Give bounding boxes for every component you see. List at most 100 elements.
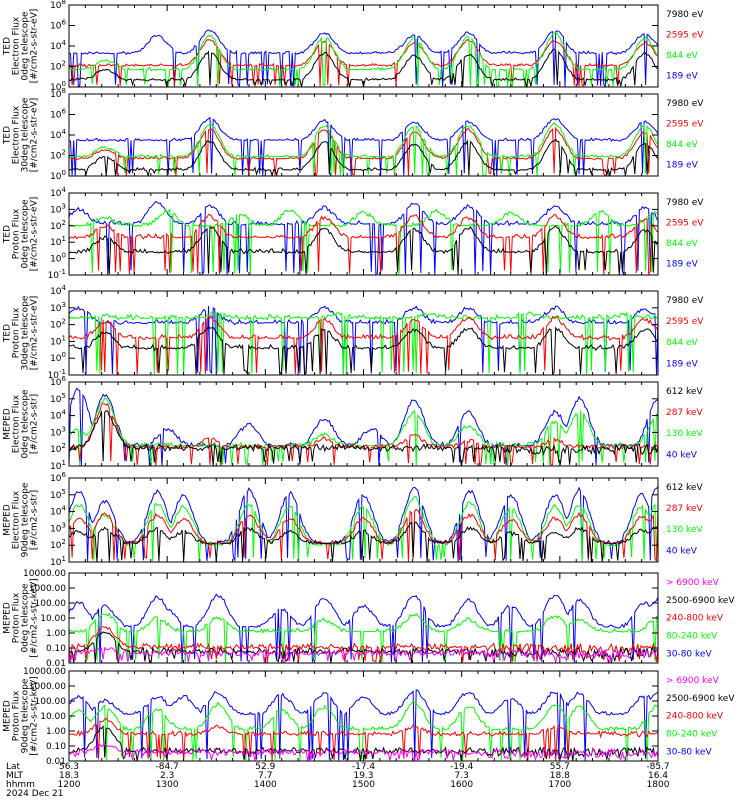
footer-row-label: hhmm [6,780,35,790]
y-tick-label: 103 [50,202,66,215]
y-tick-label: 100 [50,252,66,265]
series-line-magenta [69,646,658,663]
panel-7: 0.01 0.10 1.00 10.00 100.00 1000.00 10000.00ME… [3,569,736,669]
series-line-red [69,626,658,663]
y-tick-label: 10.00 [40,712,66,722]
legend-label: 30-80 keV [666,747,712,757]
panel-5: 101 102 103 104 105 106 MEPEDElectron Flux0deg… [3,375,704,472]
panel-8: 0.01 0.10 1.00 10.00 100.00 1000.00 10000.00ME… [3,667,736,767]
y-tick-label: 0.10 [46,742,66,752]
legend-label: 80-240 keV [666,631,718,641]
y-tick-label: 101 [50,555,66,568]
y-tick-label: 106 [50,375,66,388]
legend-label: 844 eV [666,51,699,61]
legend-label: 189 eV [666,260,699,270]
footer-lat-value: 56.3 [59,762,79,772]
y-tick-label: 100.00 [35,599,67,609]
footer-hhmm-value: 1500 [352,780,375,790]
y-tick-label: 101 [50,235,66,248]
y-tick-label: 102 [50,149,66,162]
y-tick-label: 106 [50,471,66,484]
y-axis-label: MEPEDElectron Flux0deg telescope[#/cm2-s… [3,389,40,459]
footer-hhmm-value: 1700 [548,780,571,790]
y-tick-label: 106 [50,19,66,32]
series-line-black [69,225,658,275]
y-tick-label: 102 [50,60,66,73]
legend-label: 7980 eV [666,99,704,109]
y-tick-label: 106 [50,108,66,121]
footer-hhmm-value: 1600 [450,780,473,790]
series-line-green [69,121,658,176]
y-axis-label: MEPEDElectron Flux90deg telescope[#/cm2-… [3,482,40,557]
legend-label: 2595 eV [666,120,704,130]
y-tick-label: 10-1 [48,268,66,281]
series-line-blue [69,200,658,275]
legend-label: 189 eV [666,161,699,171]
y-tick-label: 104 [50,128,66,141]
series-line-green [69,397,658,466]
y-tick-label: 100.00 [35,697,67,707]
legend-label: 2500-6900 keV [666,694,735,704]
series-line-red [69,402,658,466]
y-axis-label: TEDElectron Flux30deg telescope[#/cm2-s-… [3,97,40,172]
panel-frame [68,4,659,88]
y-axis-label: TEDElectron Flux0deg telescope[#/cm2-s-s… [3,9,40,84]
series-line-blue [69,387,658,466]
y-tick-label: 1000.00 [29,682,66,692]
legend-label: > 6900 keV [666,578,720,588]
y-tick-label: 104 [50,284,66,297]
date-label: 2024 Dec 21 [6,789,64,799]
footer-hhmm-value: 1300 [156,780,179,790]
footer-lat-value: 55.7 [550,762,570,772]
legend-label: 2595 eV [666,219,704,229]
y-tick-label: 1000.00 [29,584,66,594]
series-line-blue [69,689,658,761]
legend-label: 2500-6900 keV [666,596,735,606]
legend-label: 130 keV [666,429,703,439]
panel-frame [68,670,659,762]
y-axis-label: MEPEDProton Flux90deg telescope[#/cm2-s-… [3,676,40,755]
panel-6: 101 102 103 104 105 106 MEPEDElectron Flux90de… [3,471,704,568]
footer-mlt-value: 7.7 [258,771,272,781]
y-tick-label: 0.10 [46,644,66,654]
footer-row-label: Lat [6,762,21,772]
series-line-blue [69,305,658,375]
footer-lat-value: -17.4 [352,762,376,772]
legend-label: 40 keV [666,450,698,460]
footer-hhmm-value: 1200 [58,780,81,790]
y-tick-label: 104 [50,505,66,518]
legend-label: 844 eV [666,239,699,249]
y-tick-label: 102 [50,442,66,455]
legend-label: 80-240 keV [666,729,718,739]
y-tick-label: 10.00 [40,614,66,624]
series-line-red [69,315,658,375]
legend-label: 612 keV [666,387,703,397]
legend-label: 287 keV [666,504,703,514]
series-line-blue [69,116,658,176]
legend-label: 7980 eV [666,10,704,20]
legend-label: 2595 eV [666,317,704,327]
y-tick-label: 1.00 [46,629,66,639]
y-tick-label: 103 [50,425,66,438]
y-tick-label: 10-1 [48,368,66,381]
series-line-green [69,208,658,275]
footer-hhmm-value: 1400 [254,780,277,790]
y-tick-label: 100 [50,351,66,364]
series-line-green [69,495,658,562]
panel-3: 10-1 100 101 102 103 104 TEDProton Flux0deg te… [3,186,705,281]
legend-label: 30-80 keV [666,649,712,659]
legend-label: 287 keV [666,408,703,418]
legend-label: 7980 eV [666,198,704,208]
legend-label: 130 keV [666,525,703,535]
y-tick-label: 101 [50,459,66,472]
footer-mlt-value: 19.3 [353,771,373,781]
y-tick-label: 104 [50,39,66,52]
legend-label: 844 eV [666,140,699,150]
footer-axis-info: LatMLThhmm56.318.31200-84.72.3130052.97.… [6,762,670,799]
legend-label: 240-800 keV [666,614,724,624]
footer-mlt-value: 18.8 [550,771,570,781]
series-line-green [69,612,658,663]
y-axis-label: MEPEDProton Flux0deg telescope[#/cm2-s-s… [3,578,40,657]
footer-mlt-value: 7.3 [455,771,469,781]
